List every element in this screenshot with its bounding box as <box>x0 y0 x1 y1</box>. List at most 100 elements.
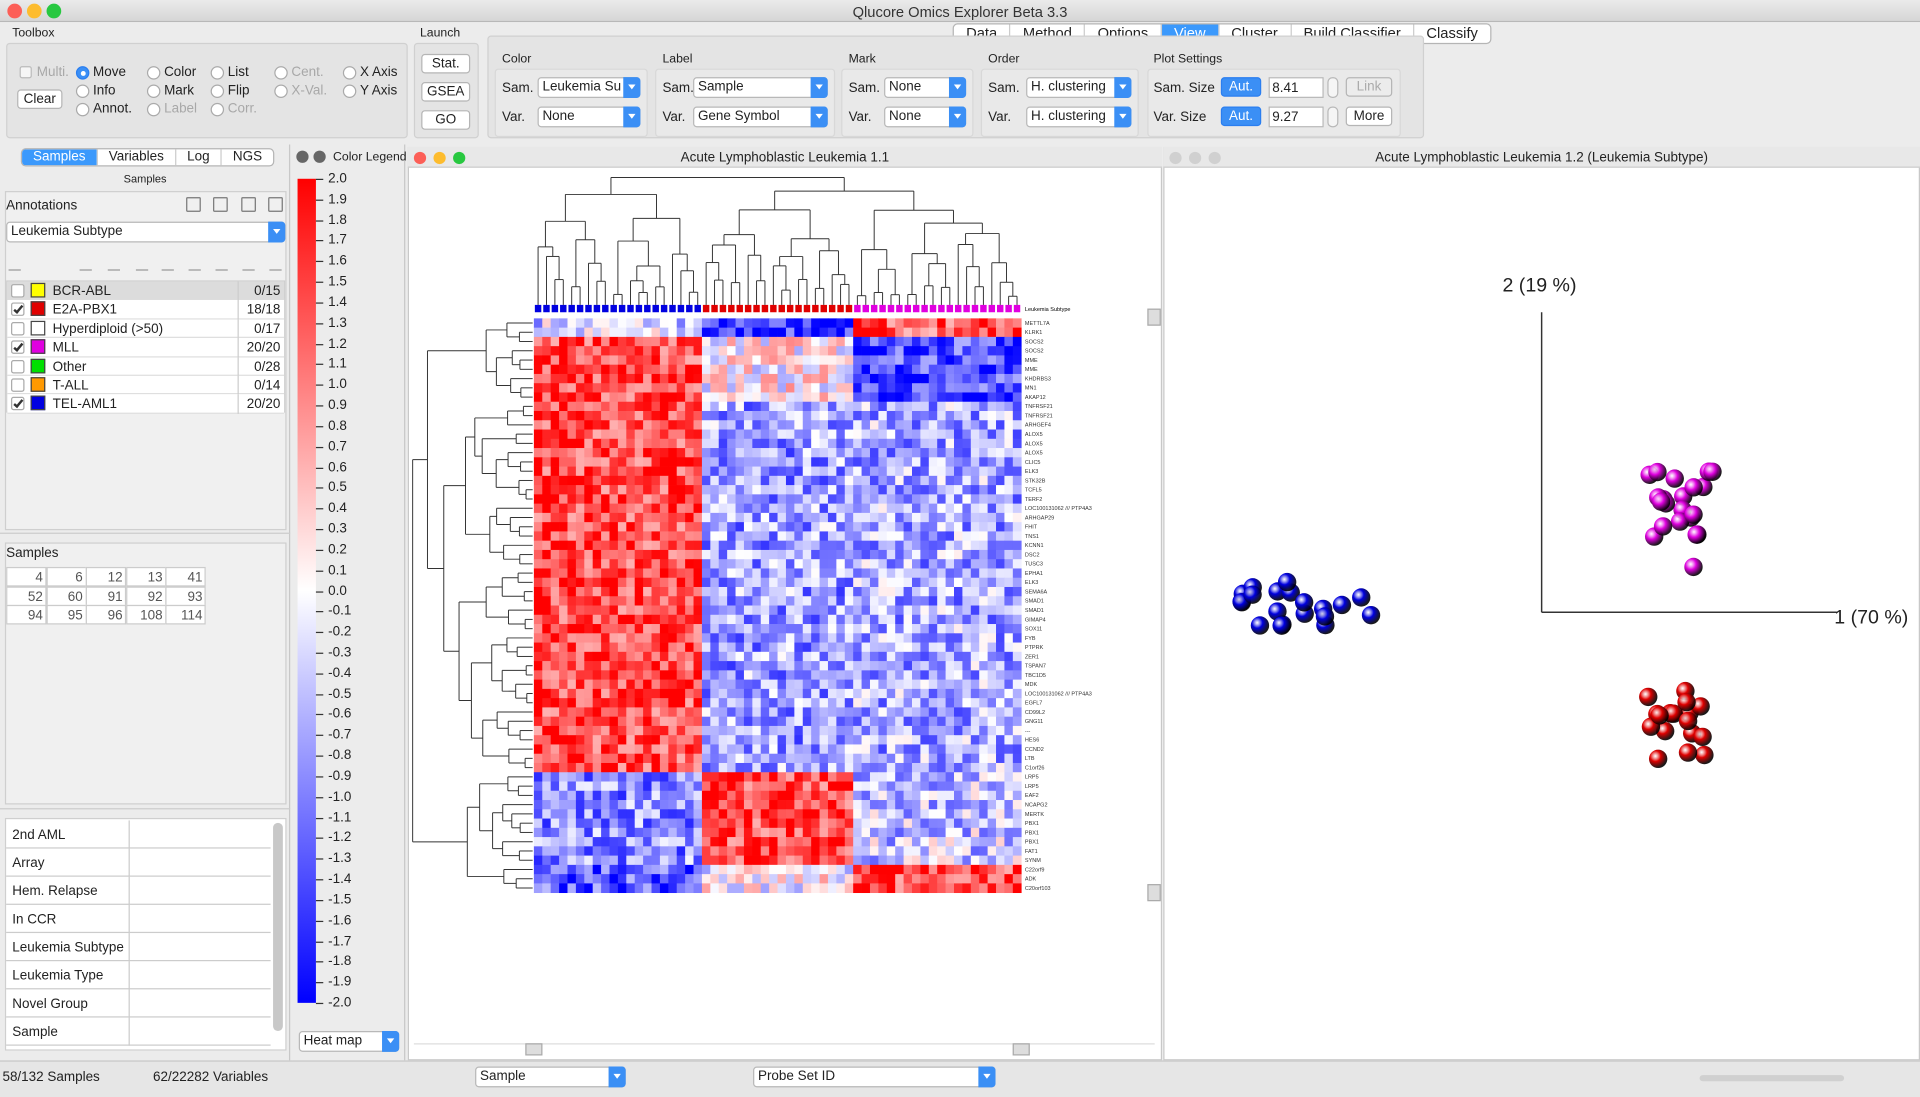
radio-button[interactable] <box>75 84 90 98</box>
toolbox-option[interactable]: Mark <box>164 83 195 98</box>
toolbox-option[interactable]: Cent. <box>291 64 324 80</box>
radio-button[interactable] <box>210 84 225 98</box>
radio-button[interactable] <box>274 66 288 80</box>
launch-button[interactable]: Stat. <box>421 53 471 74</box>
annotation-row[interactable]: Other 0/28 <box>7 357 285 376</box>
sample-cell[interactable]: 92 <box>125 585 167 606</box>
radio-button[interactable] <box>146 102 161 117</box>
checkbox[interactable] <box>11 302 25 317</box>
window-control[interactable] <box>26 3 42 19</box>
size-input[interactable]: 9.27 <box>1268 106 1324 128</box>
size-input[interactable]: 8.41 <box>1268 77 1324 98</box>
checkbox[interactable] <box>19 66 32 79</box>
sample-cell[interactable]: 60 <box>46 585 87 606</box>
annotation-row[interactable]: Hyperdiploid (>50) 0/17 <box>7 319 285 339</box>
sample-cell[interactable]: 114 <box>165 604 207 625</box>
property-row[interactable]: Leukemia Type <box>6 961 271 990</box>
radio-button[interactable] <box>210 66 225 80</box>
toolbox-option[interactable]: Label <box>164 101 198 117</box>
legend-select[interactable]: Heat map <box>298 1031 400 1052</box>
toolbox-option[interactable]: Info <box>93 83 116 98</box>
panel-tab[interactable]: Variables <box>96 149 174 166</box>
radio-button[interactable] <box>146 84 161 98</box>
toolbox-option[interactable]: X Axis <box>360 64 398 80</box>
stepper[interactable] <box>1327 106 1339 128</box>
toolbar-icon[interactable] <box>215 257 228 271</box>
toolbar-icon[interactable] <box>8 257 21 271</box>
toolbox-option[interactable]: Color <box>164 64 197 80</box>
sample-cell[interactable]: 4 <box>6 566 47 587</box>
toolbar-icon[interactable] <box>188 257 201 271</box>
select[interactable]: Leukemia Su <box>537 77 641 98</box>
window-control[interactable] <box>7 3 23 19</box>
select[interactable]: None <box>884 77 967 98</box>
sample-cell[interactable]: 12 <box>85 566 127 587</box>
select[interactable]: None <box>884 106 967 128</box>
select[interactable]: Gene Symbol <box>693 106 828 128</box>
annotation-row[interactable]: E2A-PBX1 18/18 <box>7 300 285 320</box>
toolbar-icon[interactable] <box>186 197 201 212</box>
annotation-row[interactable]: T-ALL 0/14 <box>7 375 285 395</box>
select[interactable]: H. clustering <box>1026 106 1132 128</box>
toolbox-option[interactable]: Multi. <box>36 64 69 80</box>
sample-cell[interactable]: 52 <box>6 585 47 606</box>
window-control[interactable] <box>453 151 466 165</box>
toolbar-icon[interactable] <box>269 257 282 271</box>
panel-button[interactable] <box>313 150 326 163</box>
radio-button[interactable] <box>75 102 90 117</box>
window-control[interactable] <box>1188 151 1202 165</box>
toolbar-icon[interactable] <box>242 257 255 271</box>
toolbar-icon[interactable] <box>107 257 121 271</box>
select[interactable]: Sample <box>693 77 828 98</box>
toolbar-icon[interactable] <box>268 197 283 212</box>
property-row[interactable]: Sample <box>6 1017 271 1046</box>
checkbox[interactable] <box>11 284 25 298</box>
sample-cell[interactable]: 95 <box>46 604 87 625</box>
toolbar-icon[interactable] <box>161 257 174 271</box>
property-row[interactable]: Novel Group <box>6 989 271 1018</box>
launch-button[interactable]: GSEA <box>421 82 471 102</box>
sample-cell[interactable]: 13 <box>125 566 167 587</box>
scroll-handle[interactable] <box>1147 884 1161 902</box>
checkbox[interactable] <box>11 397 25 411</box>
launch-button[interactable]: GO <box>421 110 471 130</box>
property-row[interactable]: Array <box>6 848 271 877</box>
toolbox-option[interactable]: Corr. <box>227 101 257 117</box>
window-control[interactable] <box>413 151 427 165</box>
status-select[interactable]: Probe Set ID <box>753 1066 996 1088</box>
sample-cell[interactable]: 108 <box>125 604 167 625</box>
annotation-row[interactable]: MLL 20/20 <box>7 338 285 358</box>
panel-button[interactable] <box>296 150 309 163</box>
radio-button[interactable] <box>210 102 225 117</box>
panel-tab[interactable]: Samples <box>22 149 97 166</box>
status-select[interactable]: Sample <box>475 1066 626 1088</box>
property-row[interactable]: Hem. Relapse <box>6 876 271 905</box>
toolbar-icon[interactable] <box>213 197 228 212</box>
property-row[interactable]: In CCR <box>6 904 271 934</box>
radio-button[interactable] <box>342 84 357 98</box>
sample-cell[interactable]: 96 <box>85 604 127 625</box>
checkbox[interactable] <box>11 359 25 373</box>
property-row[interactable]: Leukemia Subtype <box>6 933 271 962</box>
clear-button[interactable]: Clear <box>17 89 63 109</box>
toolbox-option[interactable]: List <box>227 64 249 80</box>
checkbox[interactable] <box>11 378 25 392</box>
radio-button[interactable] <box>274 84 288 98</box>
scroll-handle[interactable] <box>525 1043 543 1056</box>
scroll-handle[interactable] <box>1147 308 1161 326</box>
toolbox-option[interactable]: Move <box>93 64 127 80</box>
checkbox[interactable] <box>11 340 25 355</box>
window-control[interactable] <box>433 151 446 165</box>
toolbar-icon[interactable] <box>79 257 92 271</box>
stepper[interactable] <box>1327 77 1339 98</box>
menu-tab[interactable]: Classify <box>1412 24 1490 43</box>
toolbar-icon[interactable] <box>135 257 149 271</box>
sample-cell[interactable]: 41 <box>165 566 207 587</box>
toolbox-option[interactable]: Flip <box>227 83 250 98</box>
scroll-handle[interactable] <box>1012 1043 1030 1056</box>
window-control[interactable] <box>46 3 62 19</box>
select[interactable]: H. clustering <box>1026 77 1132 98</box>
toolbar-icon[interactable] <box>241 197 256 212</box>
annotation-row[interactable]: TEL-AML1 20/20 <box>7 394 285 414</box>
toolbox-option[interactable]: Y Axis <box>360 83 398 98</box>
